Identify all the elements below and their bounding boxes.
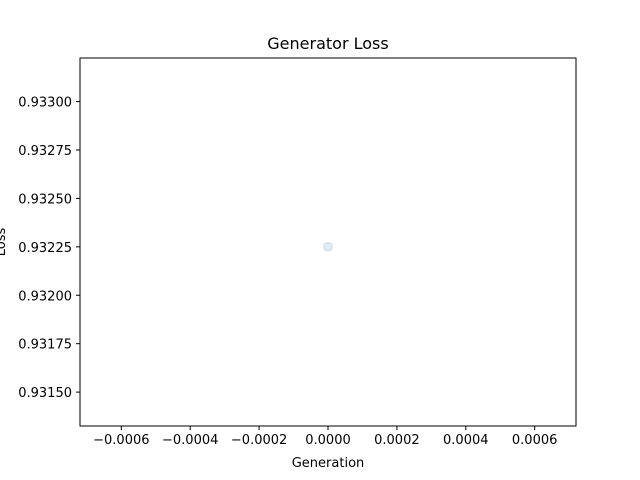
plot-frame (79, 57, 577, 427)
y-axis-ticks: 0.93150 0.93175 0.93200 0.93225 0.93250 0.932… (18, 96, 80, 401)
x-tick-label: 0.0004 (443, 433, 489, 448)
y-tick-label: 0.93175 (18, 338, 72, 353)
chart-title: Generator Loss (267, 34, 388, 53)
x-tick-label: −0.0004 (162, 433, 218, 448)
scatter-points (323, 241, 333, 252)
data-point (323, 241, 333, 252)
x-tick-label: 0.0000 (305, 433, 351, 448)
y-tick-label: 0.93225 (18, 241, 72, 256)
y-tick-label: 0.93200 (18, 289, 72, 304)
y-tick-label: 0.93300 (18, 96, 72, 111)
y-tick-label: 0.93275 (18, 144, 72, 159)
x-tick-label: 0.0006 (512, 433, 558, 448)
x-axis-ticks: −0.0006 −0.0004 −0.0002 0.0000 0.0002 0.0004 0… (93, 426, 557, 448)
y-tick-label: 0.93250 (18, 192, 72, 207)
x-axis-label: Generation (292, 456, 365, 471)
x-tick-label: −0.0006 (93, 433, 149, 448)
y-axis-label: Loss (0, 228, 9, 257)
y-tick-label: 0.93150 (18, 386, 72, 401)
x-tick-label: −0.0002 (231, 433, 287, 448)
x-tick-label: 0.0002 (374, 433, 420, 448)
